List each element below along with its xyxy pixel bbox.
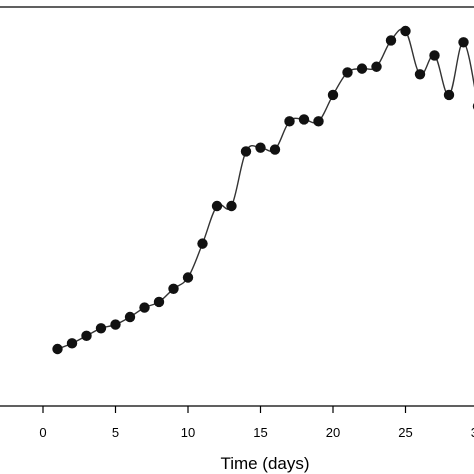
data-point-day-11 [197,238,208,249]
data-point-day-1 [52,343,63,355]
data-point-day-26 [414,69,426,80]
data-point-day-25 [400,25,411,37]
x-axis-tick-labels: 0 5 10 15 20 25 30 [39,425,474,440]
data-point-day-4 [95,323,107,334]
data-point-day-18 [298,114,310,125]
data-point-day-10 [182,272,194,283]
x-tick-label-25: 25 [398,425,412,440]
data-point-day-5 [110,319,121,330]
data-point-day-3 [81,330,92,342]
data-point-day-13 [226,200,237,212]
data-point-day-7 [139,302,150,313]
data-point-day-16 [269,144,281,155]
data-point-day-28 [443,89,455,101]
x-tick-label-15: 15 [253,425,267,440]
x-axis-ticks [42,406,407,413]
data-point-day-22 [356,63,368,74]
x-tick-label-30: 30 [471,425,474,440]
data-point-day-8 [153,296,165,308]
data-point-day-17 [284,116,295,127]
x-tick-label-5: 5 [112,425,119,440]
data-point-day-21 [342,67,353,78]
data-point-day-15 [255,142,266,153]
series-line [57,28,474,350]
x-tick-label-10: 10 [181,425,195,440]
data-point-day-24 [385,35,397,46]
data-point-day-6 [124,311,136,323]
data-point-day-14 [240,146,252,157]
data-point-day-27 [429,50,440,61]
data-point-day-19 [313,116,324,127]
data-point-day-12 [211,200,223,212]
x-axis-title: Time (days) [220,454,309,473]
data-point-day-29 [458,37,469,48]
data-points [52,25,474,355]
data-point-day-2 [66,338,78,349]
x-tick-label-20: 20 [326,425,340,440]
data-point-day-9 [168,283,179,294]
data-point-day-20 [327,89,339,101]
x-tick-label-0: 0 [39,425,46,440]
data-point-day-23 [371,61,382,72]
